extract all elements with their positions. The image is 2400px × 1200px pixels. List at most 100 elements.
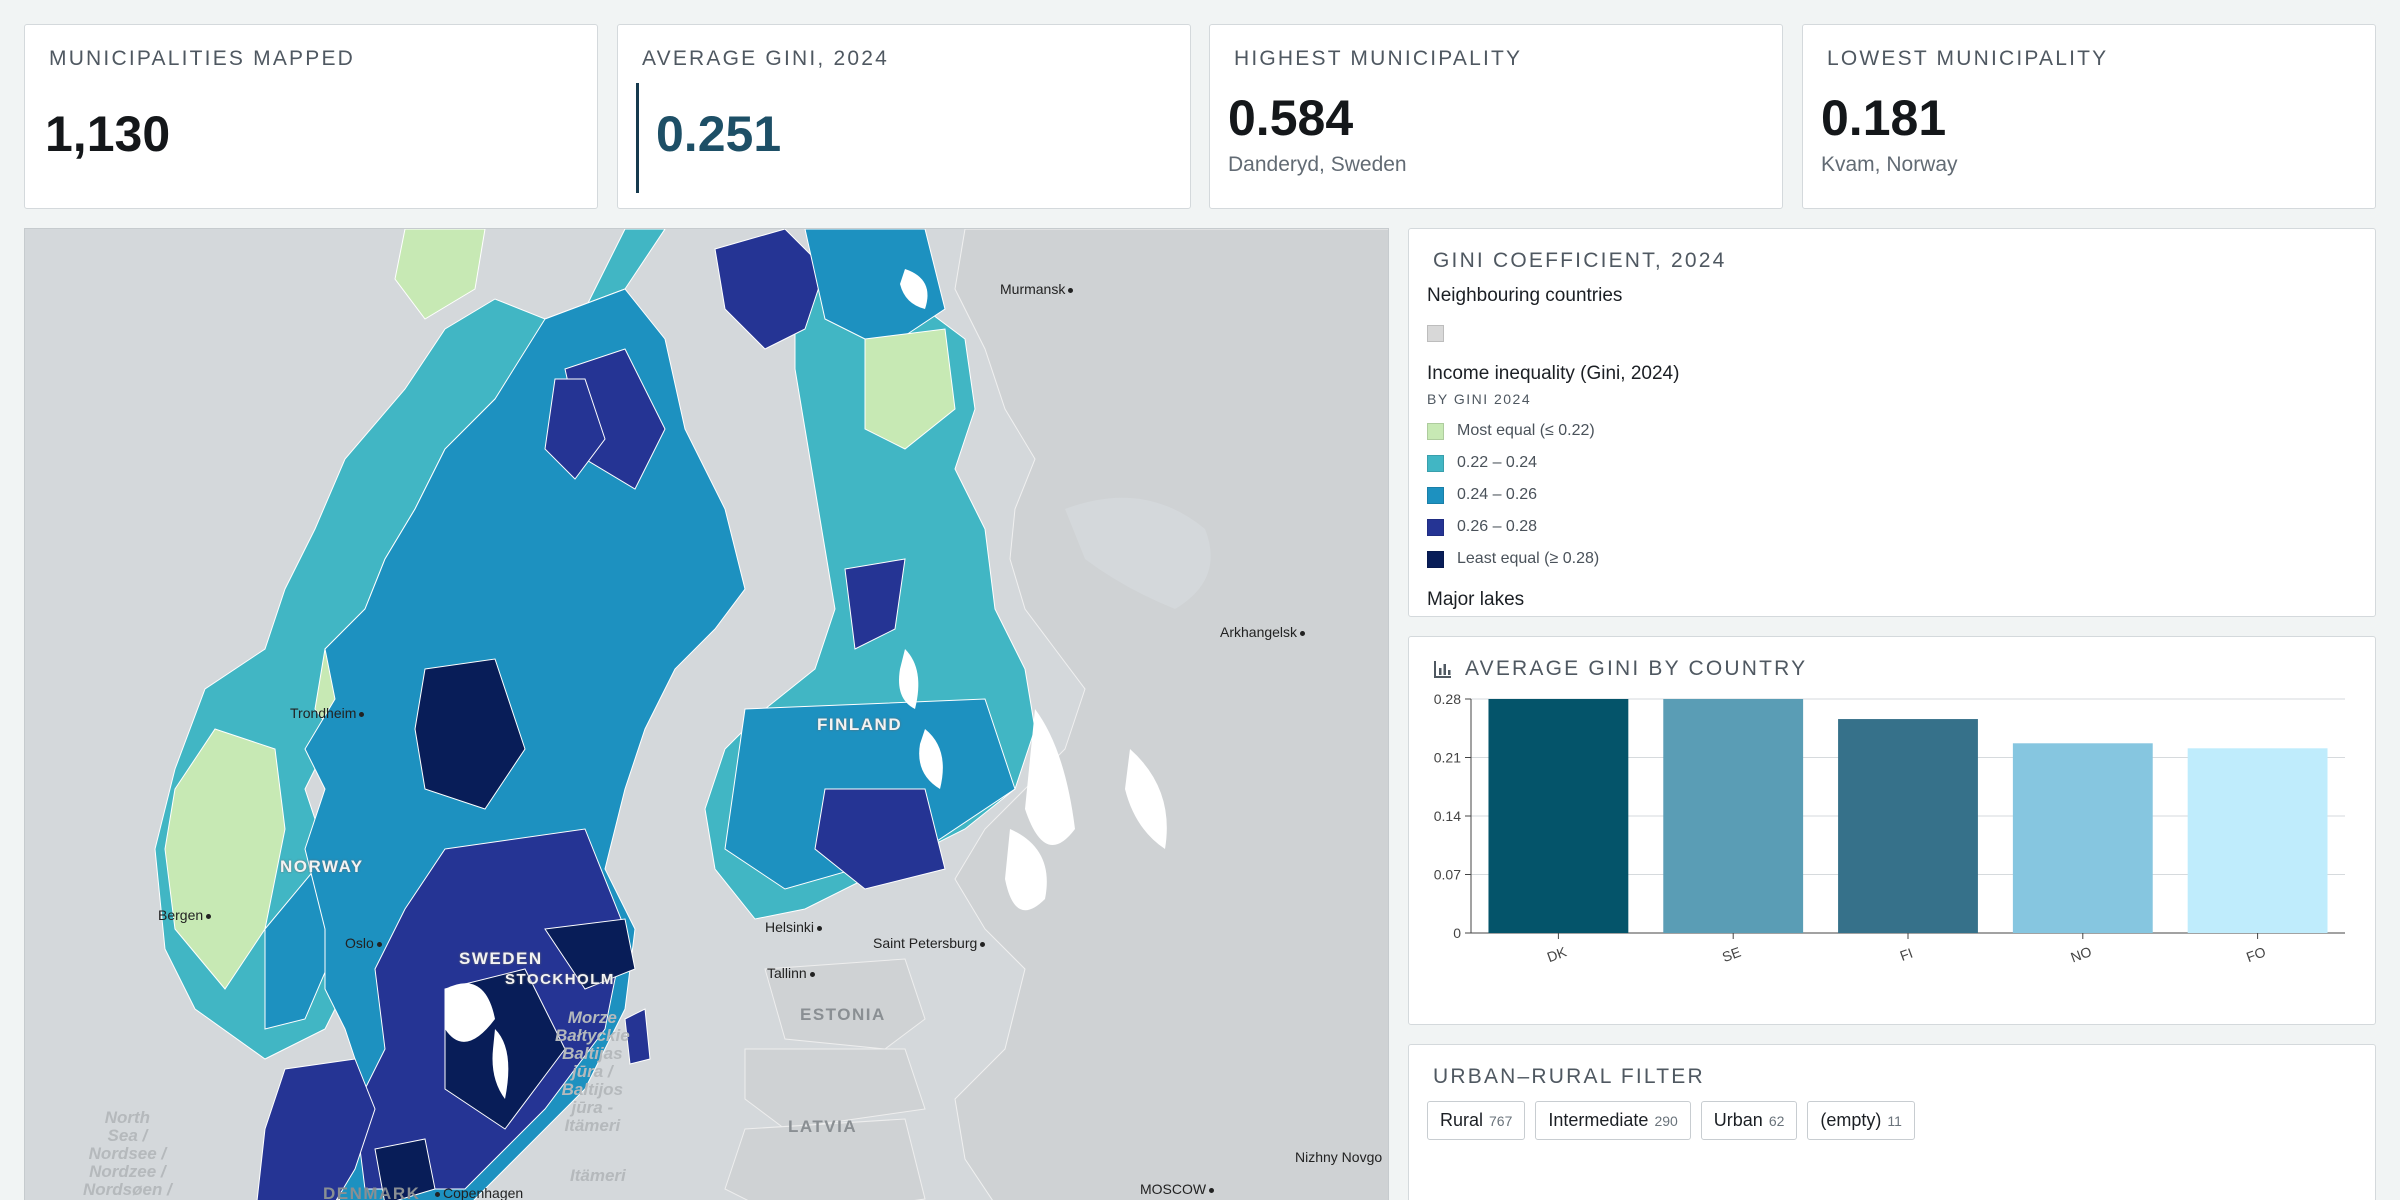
legend-swatch [1427,454,1444,472]
legend-body[interactable]: Neighbouring countries Income inequality… [1427,285,2357,616]
bar-chart-icon [1434,661,1451,678]
filter-pill-intermediate[interactable]: Intermediate 290 [1535,1101,1691,1140]
island-1 [1025,709,1075,845]
norway-blue-1 [264,867,336,1030]
legend-item: Most equal (≤ 0.22) [1427,415,2357,447]
legend-group-income: Income inequality (Gini, 2024) BY GINI 2… [1427,363,2357,575]
bar-chart-title-row: AVERAGE GINI BY COUNTRY [1433,657,1807,681]
city-moscow: MOSCOW [1140,1181,1215,1197]
y-tick-label: 0 [1453,925,1461,941]
white-sea [1065,497,1211,609]
filter-pill-urban[interactable]: Urban 62 [1700,1101,1798,1140]
city-stockholm: STOCKHOLM [505,971,615,988]
finland-north-equal [864,328,956,450]
kpi-value: 0.181 [1821,90,1947,146]
finland-west-coast [844,558,906,650]
y-tick-label: 0.21 [1434,750,1461,766]
y-tick-label: 0.28 [1434,691,1461,707]
legend-swatch [1427,324,1444,342]
legend-group-head: Income inequality (Gini, 2024) [1427,363,1680,384]
pill-label: (empty) [1820,1110,1882,1130]
city-helsinki: Helsinki [765,919,823,935]
filter-pill-empty[interactable]: (empty) 11 [1807,1101,1915,1140]
country-label-norway: NORWAY [280,857,364,876]
pill-label: Intermediate [1548,1110,1649,1130]
x-tick-label: DK [1545,943,1569,965]
filter-panel: URBAN–RURAL FILTER Rural 767 Intermediate… [1408,1044,2376,1200]
pill-count: 62 [1768,1113,1785,1129]
legend-group-sub: BY GINI 2024 [1427,391,1532,407]
country-label-denmark: DENMARK [323,1184,421,1200]
city-bergen: Bergen [158,907,212,923]
kpi-title: LOWEST MUNICIPALITY [1827,47,2109,70]
x-tick-label: SE [1720,944,1743,965]
legend-label: 0.24 – 0.26 [1457,486,1538,503]
gotland [624,1008,651,1065]
bar-se [1663,699,1804,933]
kpi-card-average-gini: AVERAGE GINI, 2024 0.251 [617,24,1191,209]
pill-count: 11 [1887,1113,1902,1129]
kpi-title: AVERAGE GINI, 2024 [642,47,889,70]
legend-label: Most equal (≤ 0.22) [1457,422,1595,439]
lake-ladoga [1005,829,1047,911]
bar-fi [1838,719,1978,933]
legend-panel: GINI COEFFICIENT, 2024 Neighbouring coun… [1408,228,2376,617]
sweden-least-1 [414,658,526,810]
legend-item: 0.22 – 0.24 [1427,447,2357,479]
legend-label: 0.26 – 0.28 [1457,518,1538,535]
lake-onega [1125,749,1167,849]
pill-label: Urban [1713,1110,1763,1130]
legend-item [1427,317,2357,349]
kpi-value: 0.251 [656,106,782,162]
finland-north-dark [714,229,826,350]
pill-count: 767 [1489,1113,1513,1129]
legend-swatch [1427,486,1444,504]
x-tick-label: NO [2068,943,2093,965]
kpi-subtitle: Kvam, Norway [1821,153,1958,176]
kpi-value: 0.584 [1228,90,1354,146]
bar-dk [1488,699,1629,933]
lake-vattern [492,1029,509,1099]
kpi-title: MUNICIPALITIES MAPPED [49,47,356,70]
y-tick-label: 0.14 [1434,808,1461,824]
city-saint-petersburg: Saint Petersburg [873,935,986,951]
pill-count: 290 [1654,1113,1678,1129]
denmark-islands [374,1138,436,1200]
legend-item: 0.26 – 0.28 [1427,511,2357,543]
kpi-subtitle: Danderyd, Sweden [1228,153,1407,176]
kpi-card-municipalities: MUNICIPALITIES MAPPED 1,130 [24,24,598,209]
filter-title: URBAN–RURAL FILTER [1433,1065,1705,1088]
filter-options: Rural 767 Intermediate 290 Urban 62 (empty)… [1427,1101,1915,1140]
bar-fo [2187,748,2328,933]
sea-label-north-sea: North Sea / Nordsee / Nordzee / Nordsøen… [83,1108,172,1200]
city-tallinn: Tallinn [767,965,815,981]
y-tick-label: 0.07 [1434,867,1461,883]
legend-item: Least equal (≥ 0.28) [1427,543,2357,575]
legend-title: GINI COEFFICIENT, 2024 [1433,249,1727,272]
sea-label-baltic: Morze Bałtyckie Baltijas jūra / Baltijos… [555,1008,630,1135]
kpi-card-lowest: LOWEST MUNICIPALITY 0.181 Kvam, Norway [1802,24,2376,209]
kpi-accent-bar [636,83,639,193]
russia-land [954,229,1388,1200]
estonia-land [764,958,926,1050]
latvia-land [744,1048,926,1130]
bar-chart[interactable]: 0 0.07 0.14 0.21 0.28 DK SE FI NO FO [1409,637,2377,1026]
stockholm-area [544,918,636,990]
filter-pill-rural[interactable]: Rural 767 [1427,1101,1526,1140]
sweden-dark-2 [544,378,606,480]
choropleth-map[interactable]: Murmansk Arkhangelsk Trondheim Bergen Os… [24,228,1389,1200]
legend-swatch [1427,518,1444,536]
island-2 [900,269,928,309]
city-copenhagen: Copenhagen [435,1185,523,1200]
legend-swatch [1427,422,1444,440]
lake-vanern [445,983,495,1042]
kpi-value: 1,130 [45,106,171,162]
city-trondheim: Trondheim [290,705,365,721]
map-canvas[interactable] [25,229,1389,1200]
city-nizhny-novgorod: Nizhny Novgo [1295,1149,1383,1165]
norway-north-equal [394,229,486,320]
legend-item: 0.24 – 0.26 [1427,479,2357,511]
x-tick-label: FO [2244,943,2268,965]
country-label-latvia: LATVIA [788,1117,858,1136]
legend-group-head: Neighbouring countries [1427,285,1623,306]
